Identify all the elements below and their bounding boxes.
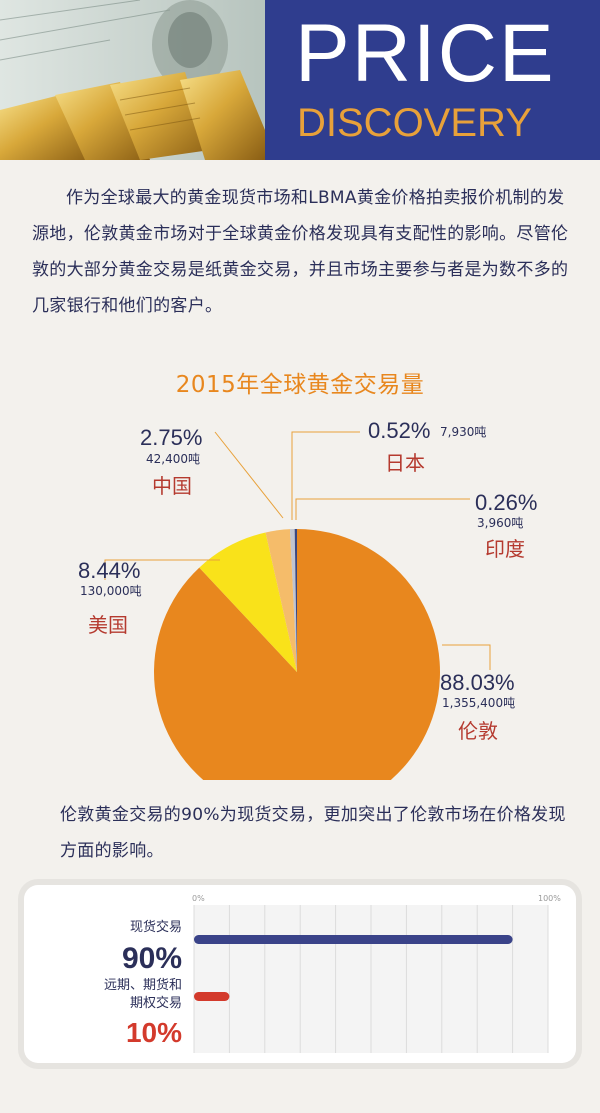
gold-bars-photo — [0, 0, 265, 160]
bar-value-label: 90% — [122, 942, 182, 975]
intro-paragraph: 作为全球最大的黄金现货市场和LBMA黄金价格拍卖报价机制的发源地，伦敦黄金市场对… — [32, 188, 569, 316]
pie-slice-3 — [289, 529, 297, 672]
slice-percent-label: 88.03% — [440, 670, 515, 695]
bar-chart-panel: 0% 100% 现货交易 90% 远期、期货和期权交易 10% — [24, 885, 576, 1063]
slice-percent-label: 0.52% — [368, 418, 430, 443]
slice-country-label: 美国 — [88, 613, 128, 637]
slice-volume-label: 3,960吨 — [477, 516, 523, 530]
pie-slice-2 — [265, 529, 297, 672]
bar-1 — [194, 992, 230, 1001]
title-discovery: DISCOVERY — [297, 101, 532, 145]
slice-volume-label: 1,355,400吨 — [442, 696, 515, 710]
leader-line-2 — [214, 431, 284, 519]
slice-percent-label: 2.75% — [140, 425, 202, 450]
leader-line-3 — [291, 431, 360, 520]
leader-line-0 — [442, 644, 491, 670]
bar-category-label: 远期、期货和 — [104, 977, 182, 993]
header: PRICE DISCOVERY — [0, 0, 600, 160]
bar-0 — [194, 935, 513, 944]
title-price: PRICE — [295, 8, 556, 99]
pie-slice-1 — [199, 532, 297, 672]
pie-slice-4 — [294, 529, 297, 672]
slice-country-label: 中国 — [152, 474, 192, 498]
bar-value-label: 10% — [126, 1017, 182, 1048]
slice-country-label: 日本 — [385, 451, 425, 475]
tick-label-0: 0% — [192, 894, 205, 903]
bar-category-label: 现货交易 — [130, 919, 182, 935]
note-paragraph: 伦敦黄金交易的90%为现货交易，更加突出了伦敦市场在价格发现方面的影响。 — [60, 805, 566, 861]
slice-country-label: 伦敦 — [458, 719, 498, 743]
leader-line-4 — [295, 498, 470, 520]
pie-chart-title: 2015年全球黄金交易量 — [175, 372, 425, 398]
leader-line-1 — [104, 559, 220, 580]
tick-label-100: 100% — [538, 894, 561, 903]
slice-percent-label: 8.44% — [78, 558, 140, 583]
pie-slice-0 — [154, 529, 440, 780]
slice-volume-label: 130,000吨 — [80, 584, 142, 598]
bar-category-label: 期权交易 — [130, 995, 182, 1011]
slice-percent-label: 0.26% — [475, 490, 537, 515]
slice-volume-label: 7,930吨 — [440, 425, 486, 439]
slice-country-label: 印度 — [485, 537, 525, 561]
title-banner: PRICE DISCOVERY — [265, 0, 600, 160]
slice-volume-label: 42,400吨 — [146, 452, 200, 466]
